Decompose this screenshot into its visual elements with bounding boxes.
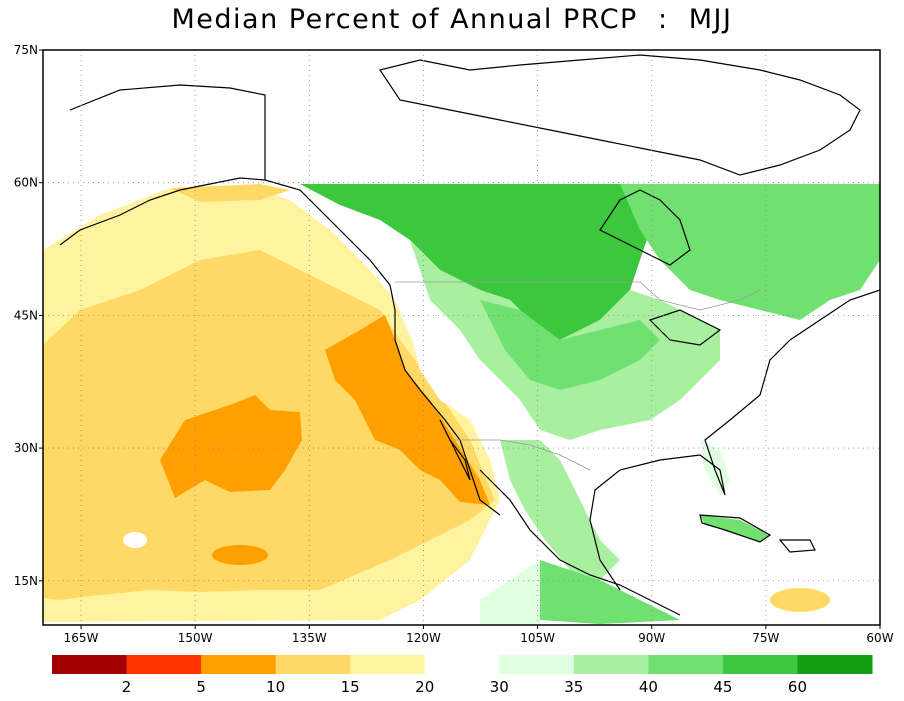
cuba-coast bbox=[699, 514, 772, 543]
map-frame bbox=[42, 49, 881, 626]
colorbar-swatch bbox=[648, 655, 724, 674]
colorbar-label: 10 bbox=[266, 678, 285, 696]
colorbar-swatch bbox=[797, 655, 873, 674]
colorbar-label: 20 bbox=[415, 678, 434, 696]
caribbean-orange-patch bbox=[770, 588, 830, 612]
baja-coast bbox=[439, 419, 471, 481]
lat-tick-label: 45N bbox=[14, 308, 38, 322]
colorbar-label: 2 bbox=[122, 678, 132, 696]
colorbar-label: 35 bbox=[564, 678, 583, 696]
political-borders bbox=[395, 281, 761, 471]
colorbar-label: 45 bbox=[713, 678, 732, 696]
colorbar-swatch bbox=[52, 655, 128, 674]
colorbar: 2 5 10 15 20 30 35 40 45 60 bbox=[52, 655, 873, 696]
lat-tick-label: 60N bbox=[14, 176, 38, 190]
precip-shading bbox=[43, 184, 880, 624]
coastlines bbox=[59, 54, 880, 616]
colorbar-label: 5 bbox=[196, 678, 206, 696]
central-america-green bbox=[540, 560, 680, 624]
map-plot-area bbox=[43, 50, 880, 625]
alaska-coast bbox=[59, 84, 266, 246]
lon-tick-label: 60W bbox=[866, 631, 893, 645]
lat-tick-label: 30N bbox=[14, 441, 38, 455]
lon-tick-label: 105W bbox=[520, 631, 555, 645]
colorbar-swatch bbox=[424, 655, 500, 674]
colorbar-swatch bbox=[201, 655, 277, 674]
lon-tick-label: 75W bbox=[752, 631, 779, 645]
labrador-green bbox=[620, 184, 880, 320]
map-title: Median Percent of Annual PRCP : MJJ bbox=[171, 4, 733, 35]
colorbar-label: 60 bbox=[788, 678, 807, 696]
canada-dark-green bbox=[300, 184, 650, 340]
pacific-orange-patch bbox=[212, 545, 268, 565]
hudson-bay-coast bbox=[599, 189, 691, 266]
us-mid-green bbox=[480, 300, 660, 390]
lon-tick-label: 165W bbox=[64, 631, 99, 645]
hawaii-white-patch bbox=[123, 532, 147, 548]
gridlines bbox=[43, 50, 880, 625]
longitude-ticks: 165W 150W 135W 120W 105W 90W 75W 60W bbox=[64, 625, 894, 645]
lon-tick-label: 135W bbox=[292, 631, 327, 645]
latitude-ticks: 75N 60N 45N 30N 15N bbox=[14, 43, 43, 588]
colorbar-swatch bbox=[275, 655, 351, 674]
colorbar-swatch bbox=[350, 655, 426, 674]
lon-tick-label: 120W bbox=[406, 631, 441, 645]
colorbar-label: 15 bbox=[341, 678, 360, 696]
lat-tick-label: 75N bbox=[14, 43, 38, 57]
us-mexico-border bbox=[455, 439, 591, 471]
us-canada-border bbox=[395, 281, 761, 311]
pacific-orange-east bbox=[325, 315, 490, 505]
western-us-white bbox=[410, 330, 540, 450]
central-america-light bbox=[480, 560, 540, 624]
colorbar-label: 40 bbox=[639, 678, 658, 696]
colorbar-swatch bbox=[126, 655, 202, 674]
colorbar-swatch bbox=[573, 655, 649, 674]
gulf-alaska-strip bbox=[170, 184, 290, 202]
colorbar-label: 30 bbox=[490, 678, 509, 696]
arctic-islands bbox=[379, 54, 861, 176]
gulf-coast bbox=[589, 289, 880, 591]
lon-tick-label: 150W bbox=[178, 631, 213, 645]
colorbar-swatch bbox=[722, 655, 798, 674]
lat-tick-label: 15N bbox=[14, 574, 38, 588]
pacific-northwest-coast bbox=[264, 179, 501, 516]
cuba-green bbox=[700, 515, 770, 542]
mexico-green bbox=[500, 440, 620, 580]
lon-tick-label: 90W bbox=[638, 631, 665, 645]
colorbar-swatch bbox=[499, 655, 575, 674]
great-lakes bbox=[648, 309, 722, 346]
hispaniola-coast bbox=[778, 539, 816, 553]
mexico-west-coast bbox=[479, 469, 681, 616]
